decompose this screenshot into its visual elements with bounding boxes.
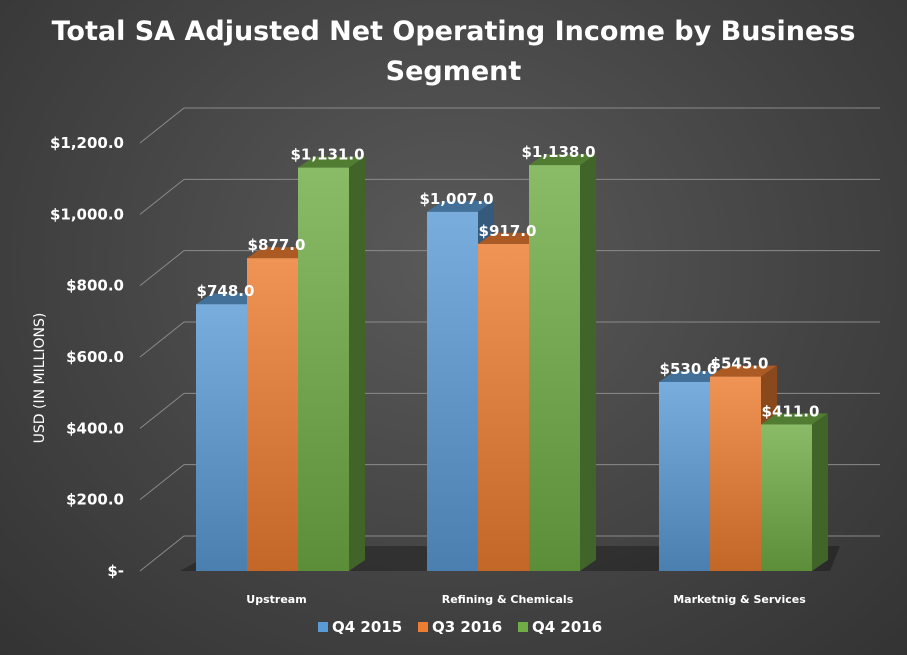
bar-top: [710, 365, 777, 377]
bar-q4-2016: [298, 156, 365, 572]
bar-side: [812, 413, 828, 571]
bar-top: [298, 156, 365, 168]
legend-item-q4-2016: Q4 2016: [518, 618, 602, 636]
legend-label: Q3 2016: [432, 618, 502, 636]
y-tick-label: $200.0: [66, 491, 124, 509]
bar-side: [349, 156, 365, 572]
bar-top: [761, 413, 828, 425]
bar-front: [761, 424, 812, 571]
gridline: [139, 250, 880, 287]
y-tick-label: $1,000.0: [50, 205, 124, 223]
y-tick-label: $400.0: [66, 419, 124, 437]
bar-front: [247, 258, 298, 571]
bar-front: [529, 165, 580, 571]
legend-swatch: [418, 622, 428, 632]
bar-top: [659, 370, 726, 382]
y-tick-label: $-: [107, 562, 124, 580]
bar-top: [478, 232, 545, 244]
bars: [196, 154, 828, 572]
legend-item-q4-2015: Q4 2015: [318, 618, 402, 636]
data-label: $545.0: [711, 355, 769, 373]
gridline: [139, 392, 880, 429]
gridline: [139, 464, 880, 501]
x-tick-label: Marketnig & Services: [673, 593, 806, 606]
gridline: [139, 321, 880, 358]
data-label: $877.0: [248, 236, 306, 254]
gridline: [139, 178, 880, 215]
bar-top: [196, 293, 263, 305]
data-label: $1,007.0: [419, 190, 493, 208]
data-label: $1,131.0: [290, 146, 364, 164]
data-label: $1,138.0: [521, 143, 595, 161]
bar-top: [529, 154, 596, 166]
bar-top: [427, 200, 494, 212]
bar-front: [710, 376, 761, 571]
bar-q4-2016: [761, 413, 828, 571]
bar-q4-2016: [529, 154, 596, 571]
y-tick-label: $800.0: [66, 277, 124, 295]
x-tick-label: Refining & Chemicals: [442, 593, 574, 606]
gridline: [139, 535, 880, 572]
bar-front: [478, 243, 529, 572]
y-tick-label: $1,200.0: [50, 134, 124, 152]
legend-label: Q4 2016: [532, 618, 602, 636]
bar-front: [196, 304, 247, 571]
x-axis: Upstream Refining & Chemicals Marketnig & …: [246, 593, 806, 606]
bar-front: [427, 211, 478, 571]
x-tick-label: Upstream: [246, 593, 306, 606]
bar-front: [659, 381, 710, 571]
data-labels: $748.0 $877.0 $1,131.0 $1,007.0 $917.0 $1,138…: [197, 143, 820, 420]
gridline: [139, 107, 880, 144]
chart-title: Total SA Adjusted Net Operating Income b…: [51, 16, 856, 87]
y-axis-title: USD (IN MILLIONS): [32, 313, 48, 444]
legend: Q4 2015 Q3 2016 Q4 2016: [318, 618, 602, 636]
bar-front: [298, 167, 349, 572]
legend-swatch: [318, 622, 328, 632]
bar-side: [580, 154, 596, 571]
legend-item-q3-2016: Q3 2016: [418, 618, 502, 636]
bar-top: [247, 247, 314, 259]
y-axis: $- $200.0 $400.0 $600.0 $800.0 $1,000.0 $1,200…: [50, 134, 124, 580]
legend-swatch: [518, 622, 528, 632]
data-label: $411.0: [762, 402, 820, 420]
data-label: $917.0: [479, 222, 537, 240]
legend-label: Q4 2015: [332, 618, 402, 636]
data-label: $530.0: [660, 360, 718, 378]
data-label: $748.0: [197, 282, 255, 300]
y-tick-label: $600.0: [66, 348, 124, 366]
